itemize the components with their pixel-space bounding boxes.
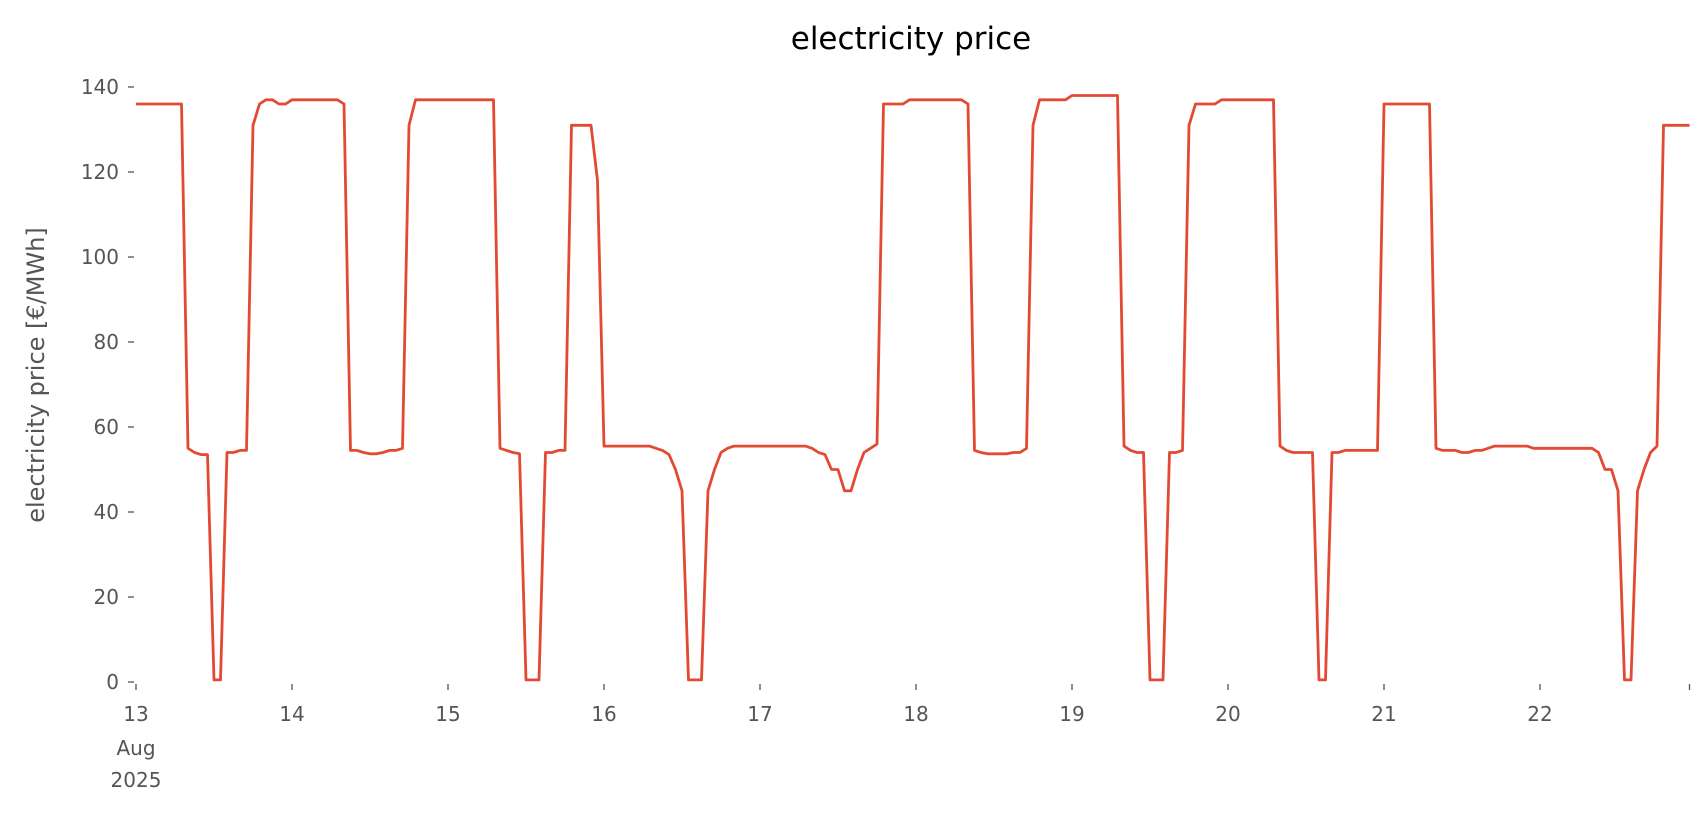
- x-tick-label: 15: [435, 702, 460, 726]
- x-tick-label: 14: [279, 702, 304, 726]
- x-tick-year: 2025: [111, 768, 162, 792]
- price-series-line: [136, 94, 1690, 682]
- y-tick-label: 0: [106, 670, 119, 694]
- y-tick-label: 60: [94, 415, 119, 439]
- x-axis: 13 Aug 2025 14 15 16 17 18 19 20 21 22: [111, 684, 1691, 792]
- x-tick-label: 13: [123, 702, 148, 726]
- x-tick-label: 18: [903, 702, 928, 726]
- y-tick-label: 120: [81, 160, 119, 184]
- y-tick-label: 80: [94, 330, 119, 354]
- y-tick-label: 100: [81, 245, 119, 269]
- y-axis-label: electricity price [€/MWh]: [22, 227, 50, 523]
- x-tick-label: 22: [1527, 702, 1552, 726]
- x-tick-label: 20: [1215, 702, 1240, 726]
- series-group: [136, 94, 1690, 682]
- y-tick-label: 140: [81, 75, 119, 99]
- x-tick-label: 19: [1059, 702, 1084, 726]
- x-tick-label: 21: [1371, 702, 1396, 726]
- x-tick-month: Aug: [116, 736, 155, 760]
- y-axis: 0 20 40 60 80 100 120 140: [81, 75, 134, 694]
- y-tick-label: 40: [94, 500, 119, 524]
- chart-title: electricity price: [791, 21, 1031, 57]
- y-tick-label: 20: [94, 585, 119, 609]
- x-tick-label: 16: [591, 702, 616, 726]
- x-tick-label: 17: [747, 702, 772, 726]
